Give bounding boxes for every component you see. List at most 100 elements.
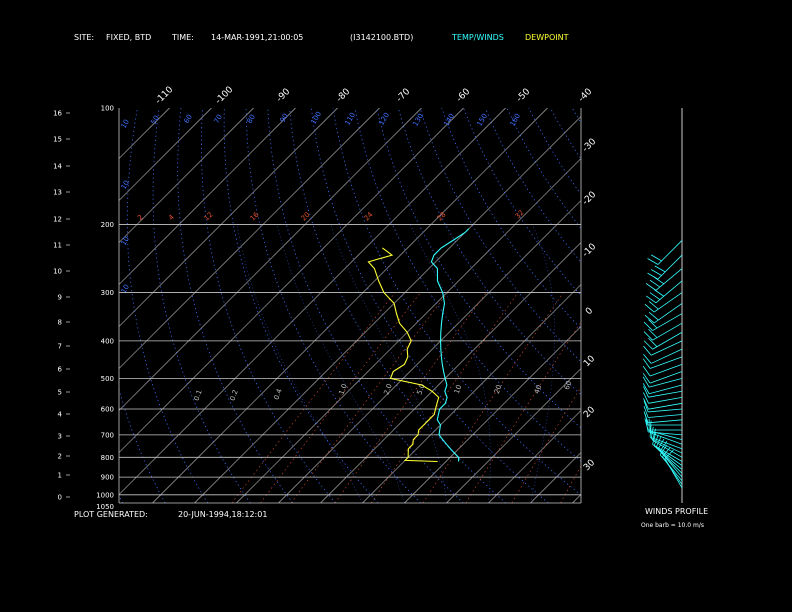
dry-adiabat-line <box>484 108 581 263</box>
dry-adiabat-line <box>152 108 251 503</box>
plot-generated-label: PLOT GENERATED: <box>74 510 148 519</box>
time-label: TIME: <box>172 33 194 42</box>
wind-barb-staff <box>655 280 683 304</box>
wind-barb-flag <box>645 283 657 291</box>
saturation-label: 12 <box>203 211 215 223</box>
pressure-tick-label: 1050 <box>96 503 114 511</box>
wind-barb-flag <box>642 373 651 384</box>
wind-barb-flag <box>643 321 653 331</box>
site-value: FIXED, BTD <box>106 33 152 42</box>
wind-barb <box>647 254 683 280</box>
height-tick-label: 3 <box>58 433 62 441</box>
pressure-tick-label: 700 <box>101 431 114 439</box>
wind-barb-staff <box>651 340 683 356</box>
wind-barb <box>643 400 683 413</box>
isotherm-line <box>152 108 548 503</box>
barb-scale-note: One barb = 10.0 m/s <box>641 522 704 529</box>
isotherm-side-label: 30 <box>582 458 597 473</box>
wind-barb-staff <box>657 449 683 474</box>
wind-barb-flag <box>642 365 651 377</box>
height-tick-label: 5 <box>58 389 62 397</box>
pressure-tick-label: 300 <box>101 289 114 297</box>
dry-adiabat-line <box>267 108 464 503</box>
wind-barb-staff <box>649 384 683 395</box>
isotherm-top-label: -60 <box>455 87 473 105</box>
wind-barb-staff <box>649 356 683 369</box>
dry-adiabat-line <box>177 108 294 503</box>
pressure-tick-label: 500 <box>101 375 114 383</box>
wind-barb-staff <box>648 402 683 410</box>
wind-barb-flag <box>643 392 649 404</box>
wind-barb <box>643 386 683 398</box>
wind-barb <box>643 398 683 410</box>
saturation-label: 16 <box>249 210 261 222</box>
height-tick-label: 8 <box>58 319 62 327</box>
isotherm-line <box>119 108 506 495</box>
wind-barb <box>645 280 683 304</box>
legend-temp-winds: TEMP/WINDS <box>452 33 504 42</box>
mixing-ratio-label: 40 <box>533 384 544 395</box>
isotherm-side-label: -10 <box>581 242 599 260</box>
dry-adiabat-label: 110 <box>343 111 357 127</box>
wind-barb-flag <box>649 279 661 288</box>
dry-adiabat-line <box>550 108 581 160</box>
wind-barb-staff <box>652 439 683 458</box>
isotherm-line <box>236 158 581 503</box>
pressure-tick-label: 900 <box>101 474 114 482</box>
isotherm-line <box>119 108 338 327</box>
isotherm-line <box>404 326 581 503</box>
wind-barb-staff <box>652 444 683 462</box>
isotherm-line <box>119 108 170 159</box>
isotherm-top-label: -50 <box>515 87 533 105</box>
isotherm-line <box>119 108 296 285</box>
pressure-tick-label: 600 <box>101 405 114 413</box>
dry-adiabat-label: 160 <box>508 112 522 128</box>
isotherm-top-label: -100 <box>214 85 236 107</box>
dry-adiabat-line <box>594 108 792 503</box>
wind-barb-staff <box>657 240 683 265</box>
wind-barb-staff <box>649 377 683 388</box>
isotherm-top-label: -80 <box>335 87 353 105</box>
mixing-ratio-label: 0.2 <box>228 389 239 402</box>
mixing-ratio-line <box>422 292 564 503</box>
wind-barb-flag <box>644 418 649 431</box>
wind-barb <box>643 411 683 424</box>
mixing-ratio-line <box>590 293 707 503</box>
dry-adiabat-line <box>419 108 581 363</box>
height-tick-label: 2 <box>58 453 62 461</box>
dry-adiabat-label: 80 <box>246 113 257 125</box>
wind-barb <box>657 438 683 474</box>
saturation-label: 4 <box>167 213 176 222</box>
dry-adiabat-line <box>223 108 379 503</box>
wind-barb <box>650 426 683 454</box>
wind-barb-staff <box>648 397 683 404</box>
wind-barb <box>644 303 683 324</box>
saturation-label: 2 <box>136 213 145 222</box>
mixing-ratio-label: 1.0 <box>337 383 348 396</box>
wind-barb-staff <box>653 292 683 313</box>
height-tick-label: 14 <box>53 163 62 171</box>
wind-barb <box>643 331 683 350</box>
dry-adiabat-line <box>681 108 792 503</box>
wind-barb-flag <box>650 254 662 262</box>
pressure-tick-label: 1000 <box>96 491 114 499</box>
pressure-tick-label: 100 <box>101 105 114 113</box>
wind-barb-staff <box>655 447 683 470</box>
mixing-ratio-label: 60 <box>563 380 574 391</box>
site-label: SITE: <box>74 33 95 42</box>
wind-barb <box>643 392 683 404</box>
dry-adiabat-label: 10 <box>120 179 131 191</box>
wind-barb-staff <box>652 322 683 341</box>
mixing-ratio-line <box>290 292 448 503</box>
height-tick-label: 12 <box>53 216 62 224</box>
wind-barb-staff <box>649 436 683 450</box>
wind-barb <box>643 406 683 418</box>
wind-barb-flag <box>644 314 655 324</box>
dry-adiabat-line <box>119 494 123 503</box>
wind-barb-flag <box>643 386 649 398</box>
isotherm-line <box>119 108 422 411</box>
mixing-ratio-line <box>370 292 519 503</box>
wind-barb-flag <box>644 304 655 313</box>
wind-barb-flag <box>642 383 650 394</box>
wind-barb-flag <box>648 301 659 310</box>
